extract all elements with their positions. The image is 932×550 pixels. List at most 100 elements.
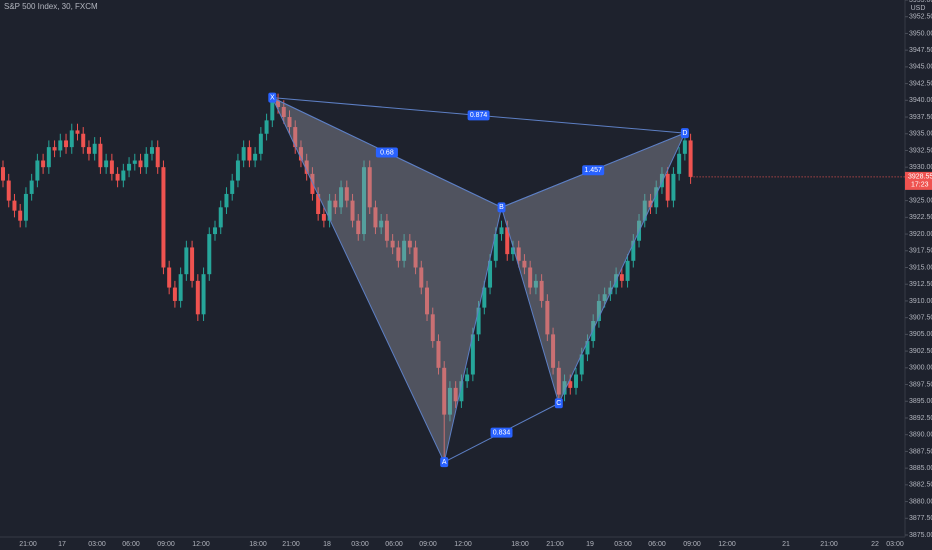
candle-body [402,240,407,261]
candle-body [247,147,252,161]
candle-body [98,143,103,168]
x-tick-label: 18 [323,541,331,548]
candle-body [339,187,344,208]
candle-body [350,200,355,221]
pattern-point [440,457,449,468]
y-tick-label: 3882.50 [909,482,932,489]
candle-body [396,247,401,261]
x-tick-label: 22 [871,541,879,548]
candle-body [499,227,504,235]
candle-body [235,160,240,181]
candle-body [465,374,470,382]
candle-body [533,280,538,288]
candle-body [52,147,57,151]
candle-body [298,147,303,161]
y-tick-label: 3910.00 [909,298,932,305]
y-tick-label: 3895.00 [909,398,932,405]
candle-body [568,381,573,388]
candle-body [178,274,183,301]
candle-body [213,227,218,235]
y-tick-label: 3877.50 [909,515,932,522]
candle-body [476,307,481,335]
x-tick-label: 09:00 [157,541,175,548]
candle-body [505,227,510,255]
candle-body [241,147,246,161]
candle-body [682,140,687,154]
candle-body [161,167,166,268]
candle-body [184,247,189,275]
y-tick-label: 3905.00 [909,331,932,338]
candles [1,93,693,462]
pattern-ratio-box [490,427,513,438]
candle-body [379,220,384,228]
candle-body [293,127,298,148]
candle-body [230,180,235,194]
candle-body [654,187,659,208]
y-tick-label: 3950.00 [909,30,932,37]
y-tick-label: 3892.50 [909,415,932,422]
candle-body [356,220,361,235]
candle-body [92,143,97,154]
x-tick-label: 21:00 [282,541,300,548]
candle-body [367,167,372,208]
candle-body [1,167,5,181]
y-tick-label: 3952.50 [909,14,932,21]
candle-body [373,207,378,228]
candle-body [258,133,263,154]
candle-body [361,167,366,235]
pattern-point [554,398,563,409]
candle-body [81,133,86,148]
pattern-ratio-label: 0.874 [470,112,488,119]
y-tick-label: 3915.00 [909,264,932,271]
candle-body [631,240,636,261]
candle-body [195,280,200,315]
candle-body [562,381,567,395]
y-tick-label: 3925.00 [909,197,932,204]
candle-body [149,147,154,154]
x-tick-label: 21 [782,541,790,548]
pattern-ratio-label: 0.834 [493,430,511,437]
y-tick-label: 3902.50 [909,348,932,355]
candle-body [109,160,114,174]
candle-body [545,300,550,335]
candle-body [488,260,493,288]
pattern-point [497,202,506,213]
x-tick-label: 12:00 [192,541,210,548]
x-tick-label: 06:00 [122,541,140,548]
candle-body [86,147,91,154]
candle-body [327,200,332,221]
x-tick-label: 19 [586,541,594,548]
x-tick-label: 06:00 [648,541,666,548]
harmonic-pattern: 0.874 0.68 1.457 0.834 X A B C D [268,92,689,468]
candle-body [528,267,533,288]
last-price-label: 3928.55 [908,174,932,181]
x-tick-label: 03:00 [614,541,632,548]
y-tick-label: 3885.00 [909,465,932,472]
candle-body [138,160,143,168]
y-tick-label: 3887.50 [909,448,932,455]
y-tick-label: 3947.50 [909,47,932,54]
candle-body [270,100,275,121]
candle-body [574,374,578,388]
candle-body [447,387,452,415]
candle-body [390,240,395,248]
candle-body [453,387,458,402]
candle-body [659,173,664,188]
candle-body [23,193,28,221]
candle-body [516,247,521,261]
candle-body [304,160,309,174]
candle-body [190,247,195,281]
candle-body [253,153,258,161]
candle-body [224,193,229,208]
candle-body [579,354,584,375]
x-tick-label: 03:00 [351,541,369,548]
candle-body [688,140,693,177]
pattern-point-label: C [556,400,561,407]
candle-body [310,173,315,194]
candle-body [344,187,349,201]
y-tick-label: 3890.00 [909,432,932,439]
candle-body [12,200,17,211]
pattern-point-label: B [499,204,504,211]
y-tick-label: 3935.00 [909,131,932,138]
